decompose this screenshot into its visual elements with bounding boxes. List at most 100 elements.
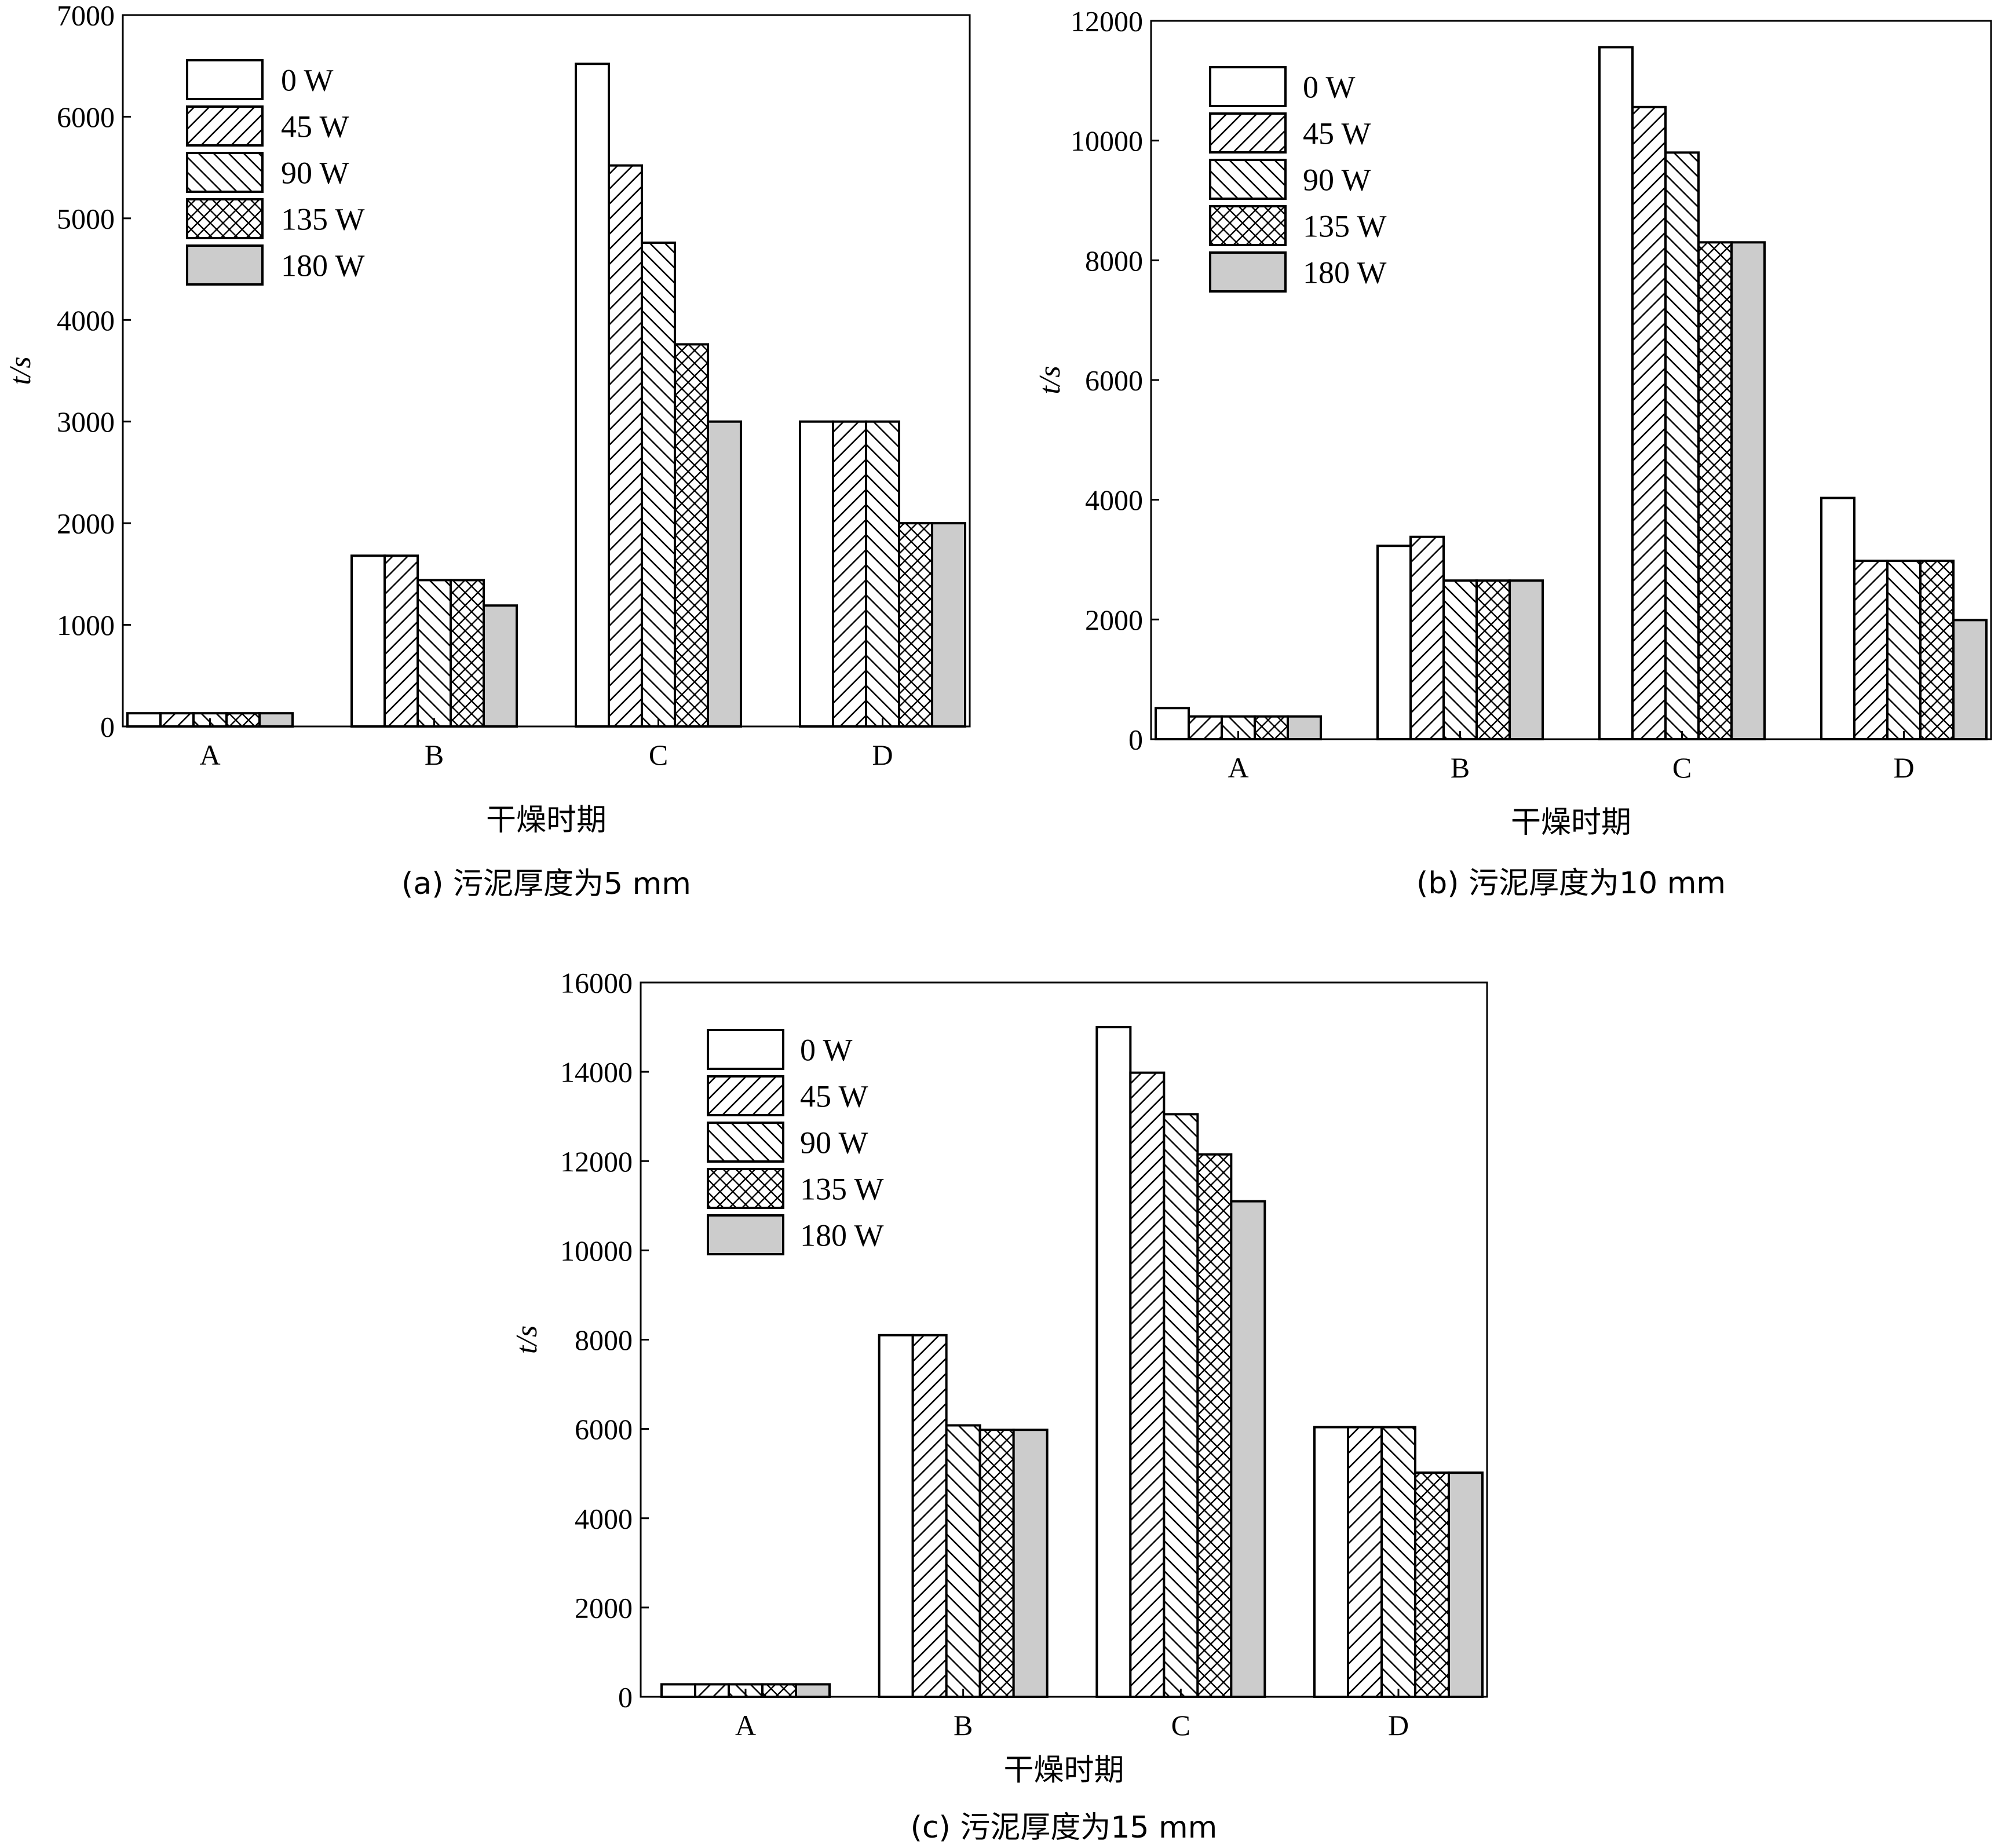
x-tick-label: A	[1228, 751, 1248, 784]
bar-B-135W	[978, 1429, 1015, 1698]
y-tick-label: 4000	[57, 304, 115, 337]
legend-swatch	[1209, 112, 1287, 154]
bar-C-0W	[1598, 46, 1634, 740]
legend-label: 90 W	[800, 1125, 868, 1160]
bar-A-135W	[225, 712, 261, 728]
legend-swatch	[707, 1122, 784, 1163]
legend-label: 90 W	[281, 155, 349, 190]
bar-D-135W	[898, 522, 933, 728]
bar-D-90W	[1886, 560, 1922, 740]
x-tick-label: B	[425, 739, 444, 771]
legend-swatch	[186, 105, 264, 147]
x-tick-label: A	[199, 739, 220, 771]
bar-D-0W	[1820, 496, 1855, 740]
legend-swatch	[1209, 66, 1287, 107]
y-tick-label: 6000	[57, 101, 115, 133]
bar-C-135W	[1196, 1153, 1233, 1699]
legend-swatch	[707, 1075, 784, 1116]
y-tick-label: 6000	[1085, 364, 1143, 397]
legend-label: 0 W	[800, 1032, 853, 1067]
bar-B-90W	[1442, 579, 1478, 741]
legend-label: 180 W	[1303, 255, 1387, 290]
x-tick-label: B	[1451, 751, 1470, 784]
y-tick-label: 8000	[575, 1324, 633, 1356]
bar-C-90W	[1664, 151, 1700, 741]
bar-D-0W	[1313, 1426, 1349, 1698]
legend-swatch	[707, 1168, 784, 1209]
legend-swatch	[186, 152, 264, 193]
bar-B-90W	[417, 579, 452, 728]
bar-D-90W	[1380, 1426, 1416, 1698]
bar-D-135W	[1414, 1471, 1450, 1698]
bar-B-0W	[1376, 545, 1412, 740]
legend-label: 90 W	[1303, 162, 1371, 197]
legend-label: 135 W	[1303, 209, 1387, 243]
bar-C-45W	[1631, 105, 1667, 740]
y-tick-label: 6000	[575, 1413, 633, 1445]
legend-label: 45 W	[281, 109, 349, 144]
bar-D-180W	[931, 522, 966, 728]
bar-D-45W	[832, 420, 867, 728]
bar-B-180W	[483, 604, 518, 728]
bar-C-90W	[641, 241, 676, 728]
y-tick-label: 7000	[57, 0, 115, 32]
chart-caption: (b) 污泥厚度为10 mm	[1416, 866, 1726, 901]
y-tick-label: 14000	[560, 1056, 633, 1089]
chart-caption: (a) 污泥厚度为5 mm	[401, 867, 691, 901]
y-axis-label: t/s	[4, 356, 37, 385]
bar-A-135W	[761, 1683, 797, 1699]
bar-B-45W	[911, 1334, 948, 1698]
y-tick-label: 0	[1128, 724, 1143, 756]
y-axis-label: t/s	[510, 1325, 543, 1354]
y-tick-label: 1000	[57, 609, 115, 641]
legend-swatch	[186, 244, 264, 286]
legend-label: 180 W	[281, 248, 365, 283]
legend-swatch	[1209, 251, 1287, 293]
y-tick-label: 0	[100, 711, 115, 743]
bar-C-45W	[608, 164, 643, 728]
bar-B-0W	[878, 1334, 914, 1698]
plot-frame	[122, 14, 971, 728]
bar-B-90W	[945, 1424, 981, 1698]
bar-A-0W	[660, 1683, 696, 1699]
y-axis-label: t/s	[1033, 366, 1066, 394]
bar-A-0W	[126, 712, 162, 728]
x-tick-label: D	[1893, 751, 1914, 784]
x-tick-label: C	[1672, 751, 1692, 784]
y-tick-label: 4000	[1085, 484, 1143, 516]
bar-A-180W	[1287, 715, 1322, 740]
x-tick-label: C	[1171, 1709, 1190, 1741]
chart-caption: (c) 污泥厚度为15 mm	[911, 1810, 1218, 1845]
legend-label: 135 W	[800, 1171, 884, 1206]
y-tick-label: 8000	[1085, 244, 1143, 277]
bar-B-135W	[1475, 579, 1511, 741]
bar-A-45W	[694, 1683, 730, 1699]
legend-swatch	[707, 1214, 784, 1255]
legend-label: 135 W	[281, 202, 365, 236]
bar-D-180W	[1448, 1471, 1484, 1698]
bar-C-180W	[1230, 1200, 1266, 1698]
bar-A-135W	[1254, 715, 1289, 740]
bar-B-180W	[1508, 579, 1544, 741]
bar-B-45W	[383, 554, 419, 728]
y-tick-label: 2000	[57, 507, 115, 540]
bar-B-180W	[1012, 1429, 1049, 1698]
x-tick-label: D	[872, 739, 893, 771]
legend-swatch	[186, 198, 264, 239]
legend-swatch	[186, 59, 264, 100]
chart-b: 0 2000 4000 6000 8000 10000 12000 A B C D 干燥时期 t/s (b…	[1033, 5, 1992, 901]
y-tick-label: 3000	[57, 406, 115, 438]
bar-C-135W	[1697, 241, 1733, 741]
bar-C-180W	[707, 420, 742, 728]
bar-B-0W	[350, 554, 386, 728]
legend-label: 180 W	[800, 1218, 884, 1252]
bar-C-90W	[1163, 1113, 1199, 1698]
bar-D-45W	[1853, 560, 1889, 740]
x-tick-label: A	[735, 1709, 756, 1741]
y-tick-label: 2000	[575, 1591, 633, 1624]
x-axis-label: 干燥时期	[1511, 805, 1631, 840]
x-tick-label: B	[954, 1709, 973, 1741]
legend-label: 45 W	[1303, 116, 1371, 151]
y-tick-label: 10000	[560, 1235, 633, 1267]
